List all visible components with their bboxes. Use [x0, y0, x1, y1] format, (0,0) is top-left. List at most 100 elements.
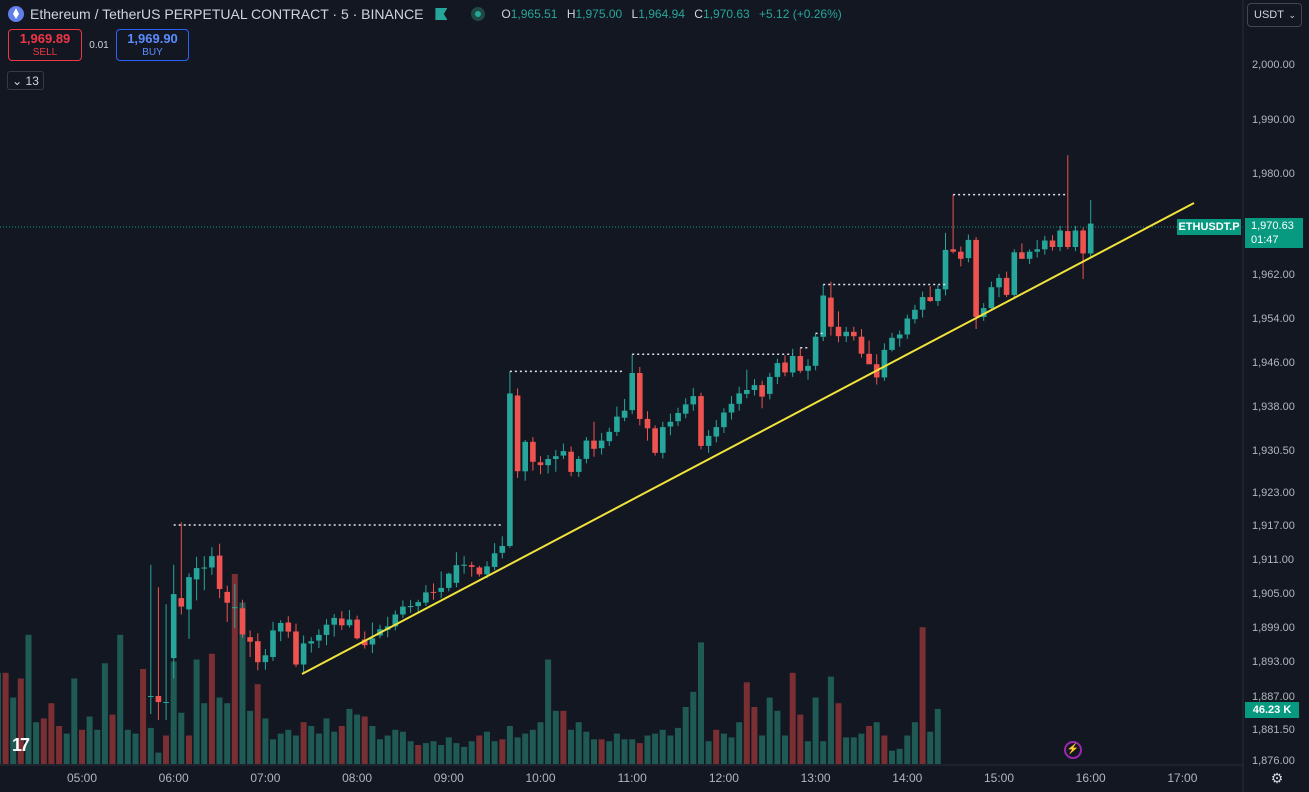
candle: [629, 354, 635, 415]
candle: [201, 556, 208, 591]
trendline[interactable]: [301, 202, 1195, 675]
candle-body: [155, 696, 162, 702]
volume-bar: [782, 735, 788, 764]
candle: [514, 388, 521, 478]
candle: [797, 347, 804, 373]
price-axis[interactable]: 2,000.00 1,990.00 1,980.00 1,962.00 1,954.00…: [1252, 59, 1295, 767]
candle-body: [782, 362, 788, 373]
market-status-icon[interactable]: [471, 7, 486, 21]
volume-bar: [919, 627, 926, 764]
volume-bar: [163, 735, 169, 764]
volume-bar: [415, 745, 422, 764]
flag-icon[interactable]: [435, 8, 448, 20]
indicators-toggle[interactable]: ⌄ 13: [7, 71, 44, 90]
last-price-tag: 1,970.63 01:47: [1245, 218, 1303, 248]
time-tick-label: 08:00: [342, 771, 372, 785]
volume-bar: [201, 703, 208, 764]
candle: [598, 433, 605, 455]
candle: [728, 396, 735, 420]
candle-body: [904, 318, 911, 335]
candle: [224, 585, 230, 622]
volume-bar: [896, 748, 903, 764]
candle-body: [522, 441, 528, 472]
time-tick-label: 15:00: [984, 771, 1014, 785]
buy-button[interactable]: 1,969.90 BUY: [116, 29, 189, 61]
candle: [912, 304, 918, 324]
candle-body: [667, 421, 674, 427]
volume-bar: [911, 722, 918, 764]
candle: [843, 326, 849, 343]
volume-bar: [774, 710, 781, 764]
candle: [423, 585, 429, 606]
volume-bar: [277, 733, 284, 764]
candle-body: [973, 239, 979, 317]
volume-bar: [132, 733, 139, 764]
volume-bar: [292, 735, 299, 764]
candle-body: [193, 568, 200, 580]
price-tick-label: 1,980.00: [1252, 168, 1295, 180]
price-tick-label: 1,899.00: [1252, 622, 1295, 634]
candle-body: [1019, 252, 1025, 259]
candle: [851, 326, 857, 341]
candle: [293, 623, 299, 667]
candle-body: [774, 363, 781, 377]
candle: [614, 406, 620, 436]
volume-bar: [48, 703, 55, 764]
candle: [415, 599, 421, 612]
price-tick-label: 1,887.00: [1252, 691, 1295, 703]
candle: [606, 427, 613, 446]
candle: [170, 564, 177, 679]
volume-bar: [0, 672, 1, 764]
symbol-title[interactable]: Ethereum / TetherUS PERPETUAL CONTRACT ·…: [30, 6, 424, 22]
volume-bar: [254, 684, 261, 764]
bar-countdown: 01:47: [1251, 234, 1279, 246]
candle: [545, 455, 551, 474]
candle: [896, 330, 903, 347]
volume-bar: [262, 718, 269, 764]
candle-body: [300, 643, 307, 665]
candle-body: [255, 641, 261, 663]
candle-body: [935, 288, 941, 301]
candle: [193, 556, 200, 601]
candle: [958, 246, 964, 267]
volume-bar: [720, 733, 727, 764]
volume-bar: [86, 716, 93, 764]
candle-body: [209, 556, 215, 568]
price-tick-label: 1,938.00: [1252, 401, 1295, 413]
volume-bar: [759, 735, 766, 764]
currency-select[interactable]: USDT ⌄: [1247, 3, 1302, 27]
sell-button[interactable]: 1,969.89 SELL: [8, 29, 82, 61]
time-axis[interactable]: 05:00 06:00 07:00 08:00 09:00 10:00 11:00 12:00…: [67, 771, 1198, 785]
candle-body: [698, 396, 704, 446]
candle-body: [277, 623, 284, 632]
volume-bar: [613, 733, 620, 764]
lightning-icon[interactable]: ⚡: [1064, 741, 1082, 759]
volume-bar: [667, 735, 674, 764]
time-tick-label: 17:00: [1167, 771, 1197, 785]
time-tick-label: 10:00: [525, 771, 555, 785]
candle-body: [629, 373, 635, 411]
candle: [575, 456, 582, 477]
ethereum-logo-icon: [8, 6, 24, 22]
candle: [1065, 155, 1071, 250]
candle: [316, 629, 322, 648]
candle: [789, 348, 796, 377]
candle-body: [637, 373, 643, 419]
volume-bar: [575, 722, 582, 764]
candle: [323, 619, 330, 646]
candle-body: [1072, 230, 1079, 247]
settings-gear-icon[interactable]: ⚙: [1270, 770, 1284, 786]
candle: [453, 552, 460, 588]
tradingview-logo-icon[interactable]: 17: [12, 735, 30, 755]
candle: [247, 630, 253, 657]
candle: [965, 234, 972, 263]
candle-body: [186, 577, 192, 610]
candle-body: [675, 413, 681, 422]
price-tick-label: 1,946.00: [1252, 357, 1295, 369]
candle-body: [767, 376, 773, 394]
candle-body: [835, 326, 842, 337]
price-tick-label: 1,930.50: [1252, 445, 1295, 457]
price-tick-label: 1,990.00: [1252, 114, 1295, 126]
volume-bar: [820, 741, 827, 764]
